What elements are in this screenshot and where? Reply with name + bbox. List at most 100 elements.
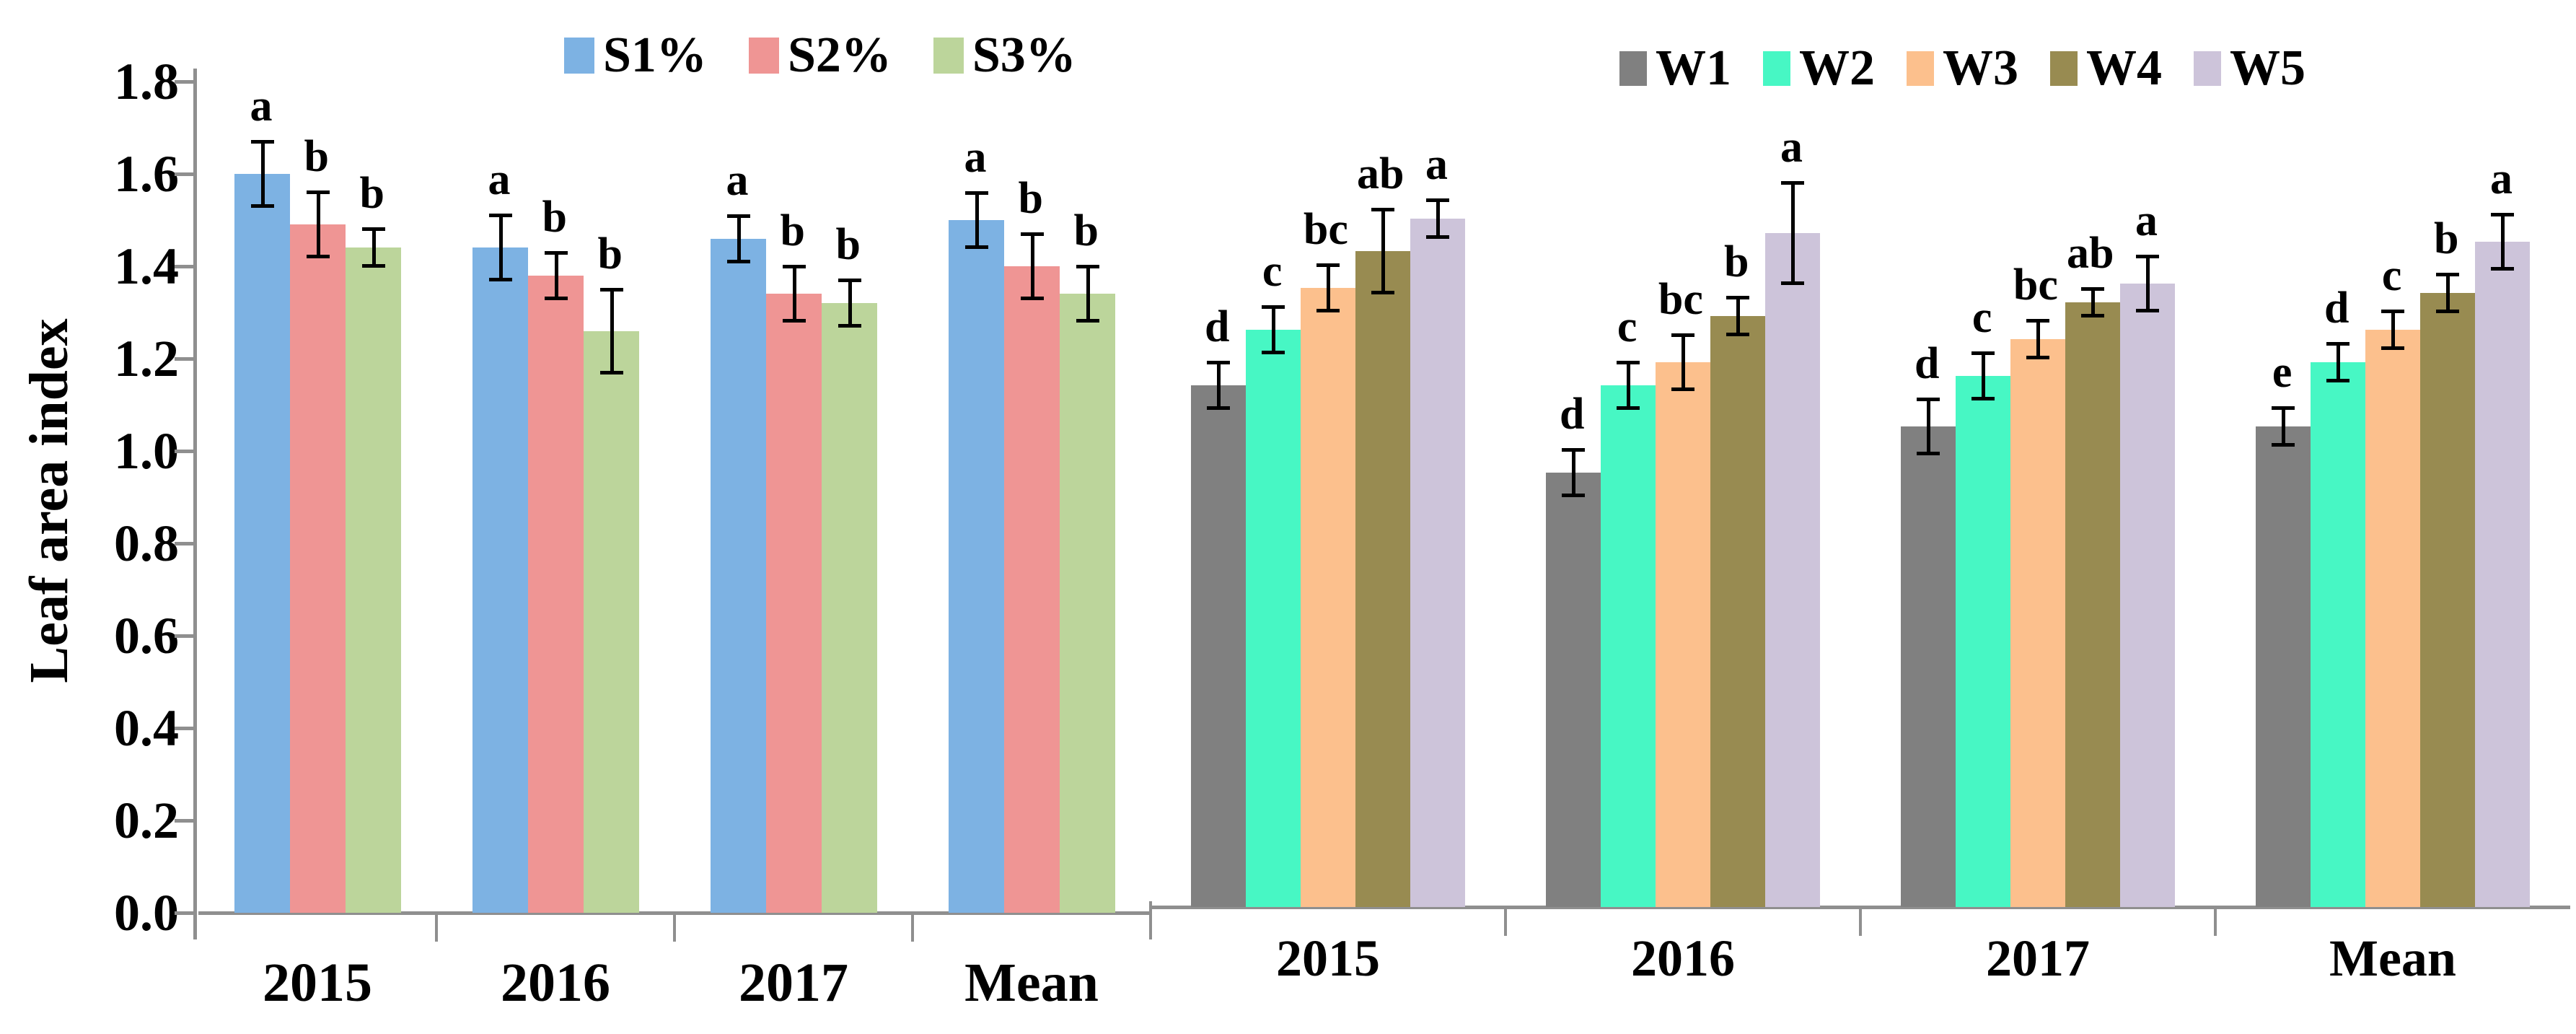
x-category-label: 2016 [1631, 929, 1735, 987]
bar-S3-2016 [584, 331, 639, 913]
error-bar-cap-top [2436, 273, 2459, 276]
legend-color-icon [2050, 51, 2078, 86]
error-bar-line [1327, 265, 1330, 311]
significance-letter: b [1724, 237, 1749, 286]
significance-letter: d [1915, 339, 1940, 388]
error-bar-cap-top [2491, 213, 2514, 216]
significance-letter: bc [2013, 260, 2058, 310]
significance-letter: c [2381, 251, 2402, 300]
error-bar-cap-bottom [1562, 494, 1585, 497]
y-tick-label: 0.2 [114, 792, 179, 849]
error-bar-line [975, 193, 979, 247]
significance-letter: c [1262, 247, 1283, 296]
error-bar-cap-top [361, 227, 385, 231]
error-bar-cap-bottom [1076, 319, 1099, 323]
error-bar-line [2282, 408, 2285, 445]
error-bar-cap-top [544, 251, 568, 255]
error-bar-cap-bottom [964, 245, 988, 249]
error-bar-cap-top [1262, 305, 1285, 309]
y-tick-mark [175, 727, 196, 730]
error-bar-cap-bottom [1020, 297, 1044, 300]
error-bar-cap-top [838, 279, 861, 282]
bar-S3-Mean [1060, 294, 1115, 913]
error-bar-cap-top [1917, 398, 1940, 401]
significance-letter: ab [1356, 149, 1405, 198]
legend-label: W4 [2086, 40, 2162, 96]
significance-letter: a [2489, 154, 2513, 203]
bar-W4-2016 [1710, 316, 1765, 907]
bar-S2-2015 [290, 224, 346, 913]
error-bar-cap-bottom [1726, 333, 1749, 336]
error-bar-cap-top [1562, 448, 1585, 452]
error-bar-cap-bottom [2026, 356, 2049, 359]
error-bar-cap-top [1076, 265, 1099, 268]
legend-label: W3 [1943, 40, 2018, 96]
bar-W5-Mean [2475, 242, 2530, 907]
legend-label: W5 [2230, 40, 2305, 96]
y-tick-label: 0.6 [114, 607, 179, 665]
y-tick-mark [175, 265, 196, 268]
error-bar-cap-top [306, 190, 330, 194]
error-bar-cap-bottom [2326, 379, 2349, 382]
bar-S2-2017 [766, 294, 822, 913]
error-bar-cap-top [1371, 208, 1394, 211]
bar-W1-2017 [1901, 426, 1956, 907]
legend-label: S3% [972, 27, 1076, 83]
significance-letter: a [250, 82, 273, 131]
y-tick-label: 1.4 [114, 237, 179, 295]
error-bar-cap-bottom [1207, 406, 1230, 410]
legend-color-icon [748, 38, 779, 74]
error-bar-line [1791, 183, 1795, 284]
error-bar-cap-top [1671, 333, 1694, 337]
error-bar-cap-bottom [726, 260, 750, 263]
x-category-label: Mean [964, 952, 1099, 1013]
y-tick-label: 0.8 [114, 514, 179, 572]
significance-letter: ab [2066, 229, 2114, 278]
bar-S1-2016 [472, 247, 528, 913]
legend-item-W5: W5 [2194, 43, 2305, 94]
error-bar-cap-bottom [544, 297, 568, 300]
error-bar-cap-top [2026, 319, 2049, 323]
error-bar-cap-bottom [2081, 314, 2104, 317]
bar-W3-2016 [1656, 362, 1710, 907]
error-bar-cap-top [250, 140, 274, 144]
bar-W1-Mean [2256, 426, 2311, 907]
error-bar-line [2337, 343, 2340, 381]
error-bar-cap-bottom [1671, 387, 1694, 391]
error-bar-line [260, 141, 265, 206]
legend-item-S2: S2% [748, 27, 892, 83]
error-bar-line [316, 192, 320, 257]
y-tick-label: 1.0 [114, 422, 179, 480]
error-bar-cap-bottom [1316, 309, 1340, 312]
bar-W3-2017 [2010, 339, 2065, 907]
error-bar-cap-top [726, 214, 750, 218]
y-tick-label: 1.2 [114, 330, 179, 387]
error-bar-cap-top [1781, 181, 1804, 185]
legend-irrigation: W1 W2 W3 W4 W5 [1619, 43, 2305, 94]
significance-letter: a [2135, 196, 2158, 245]
y-tick-mark [175, 172, 196, 176]
significance-letter: e [2272, 348, 2293, 397]
error-bar-cap-bottom [2272, 443, 2295, 447]
bar-W3-Mean [2365, 330, 2420, 907]
error-bar-cap-bottom [1371, 291, 1394, 294]
y-tick-mark [175, 819, 196, 823]
error-bar-line [1217, 362, 1221, 408]
error-bar-cap-bottom [488, 278, 512, 281]
significance-letter: c [1617, 302, 1638, 351]
error-bar-line [1927, 399, 1930, 454]
legend-item-W1: W1 [1619, 43, 1731, 94]
bar-W3-2015 [1301, 288, 1355, 907]
error-bar-cap-top [1971, 351, 1995, 355]
y-tick-mark [175, 80, 196, 84]
significance-letter: b [1018, 174, 1044, 223]
error-bar-cap-bottom [1971, 397, 1995, 400]
error-bar-cap-bottom [2436, 310, 2459, 313]
significance-letter: b [780, 206, 806, 255]
bar-S3-2015 [346, 247, 401, 913]
legend-label: S2% [787, 27, 892, 83]
legend-label: W2 [1799, 40, 1875, 96]
legend-item-W4: W4 [2050, 43, 2162, 94]
legend-label: S1% [603, 27, 707, 83]
